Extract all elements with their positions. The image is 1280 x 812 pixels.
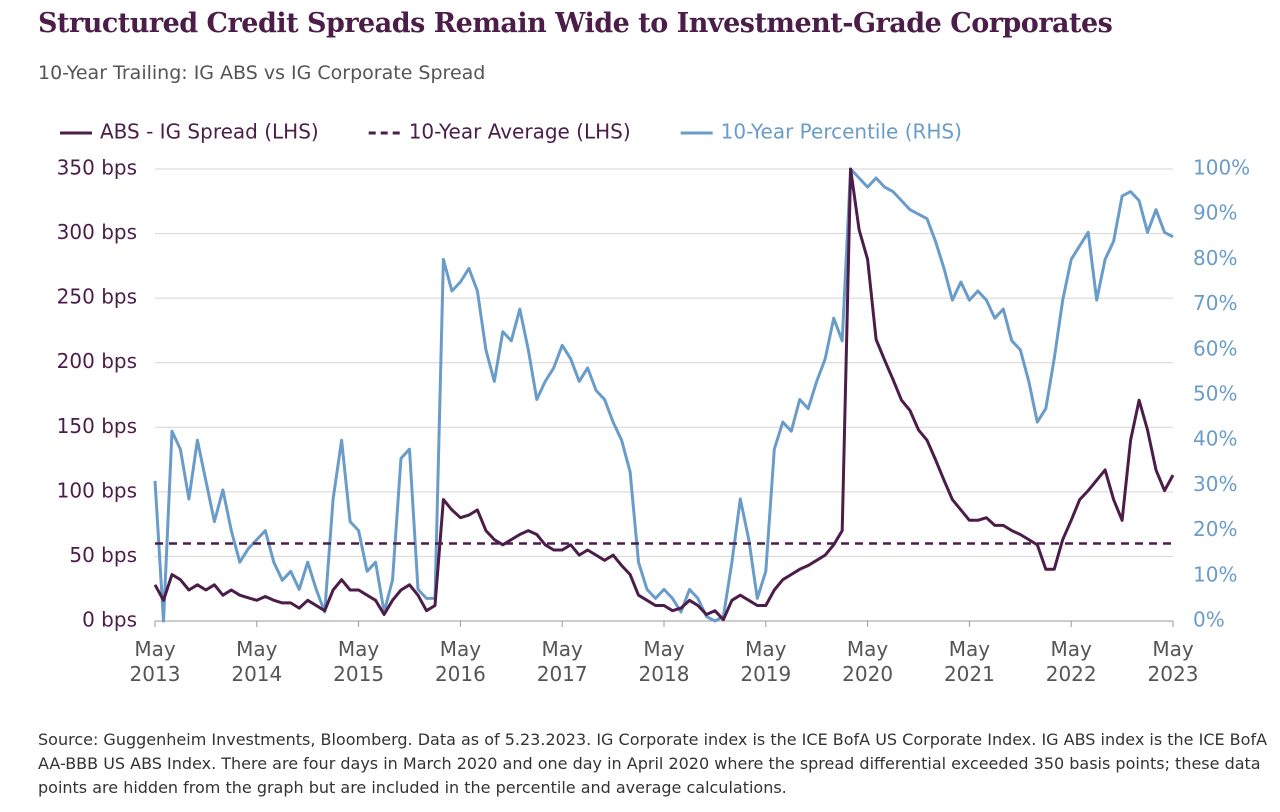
- x-tick-label: May 2015: [333, 637, 384, 686]
- legend-label: 10-Year Percentile (RHS): [721, 120, 962, 144]
- x-tick-label: May 2020: [842, 637, 893, 686]
- y2-tick-label: 0%: [1193, 608, 1225, 632]
- x-tick-label: May 2014: [231, 637, 282, 686]
- series-line: [153, 167, 1175, 622]
- legend-item: 10-Year Average (LHS): [368, 120, 631, 144]
- y2-tick-label: 20%: [1193, 517, 1237, 541]
- chart-title: Structured Credit Spreads Remain Wide to…: [38, 8, 1113, 39]
- x-tick-label: May 2018: [639, 637, 690, 686]
- y-tick-label: 200 bps: [57, 349, 137, 373]
- legend-item: 10-Year Percentile (RHS): [680, 120, 962, 144]
- footnote: Source: Guggenheim Investments, Bloomber…: [38, 730, 1268, 797]
- y-tick-label: 300 bps: [57, 220, 137, 244]
- series-line: [153, 167, 1174, 623]
- y-tick-label: 250 bps: [57, 285, 137, 309]
- chart-subtitle: 10-Year Trailing: IG ABS vs IG Corporate…: [38, 62, 486, 84]
- y-tick-label: 100 bps: [57, 478, 137, 502]
- y2-tick-label: 40%: [1193, 427, 1237, 451]
- y2-tick-label: 70%: [1193, 291, 1237, 315]
- x-tick-label: May 2022: [1046, 637, 1097, 686]
- y2-tick-label: 100%: [1193, 156, 1250, 180]
- x-tick-label: May 2016: [435, 637, 486, 686]
- legend-item: ABS - IG Spread (LHS): [60, 120, 319, 144]
- y-tick-label: 350 bps: [57, 156, 137, 180]
- x-tick-label: May 2013: [130, 637, 181, 686]
- x-tick-label: May 2023: [1148, 637, 1199, 686]
- y2-tick-label: 50%: [1193, 382, 1237, 406]
- y2-tick-label: 90%: [1193, 201, 1237, 225]
- legend-label: 10-Year Average (LHS): [409, 120, 631, 144]
- y2-tick-label: 60%: [1193, 336, 1237, 360]
- y2-tick-label: 80%: [1193, 246, 1237, 270]
- x-tick-label: May 2021: [944, 637, 995, 686]
- y2-tick-label: 10%: [1193, 562, 1237, 586]
- y-tick-label: 0 bps: [82, 608, 137, 632]
- legend-label: ABS - IG Spread (LHS): [100, 120, 319, 144]
- y-tick-label: 50 bps: [69, 543, 137, 567]
- x-tick-label: May 2019: [740, 637, 791, 686]
- x-tick-label: May 2017: [537, 637, 588, 686]
- chart: 0 bps 50 bps 100 bps 150 bps 200 bps 250 bps 3…: [57, 120, 1251, 686]
- y-tick-label: 150 bps: [57, 414, 137, 438]
- y2-tick-label: 30%: [1193, 472, 1237, 496]
